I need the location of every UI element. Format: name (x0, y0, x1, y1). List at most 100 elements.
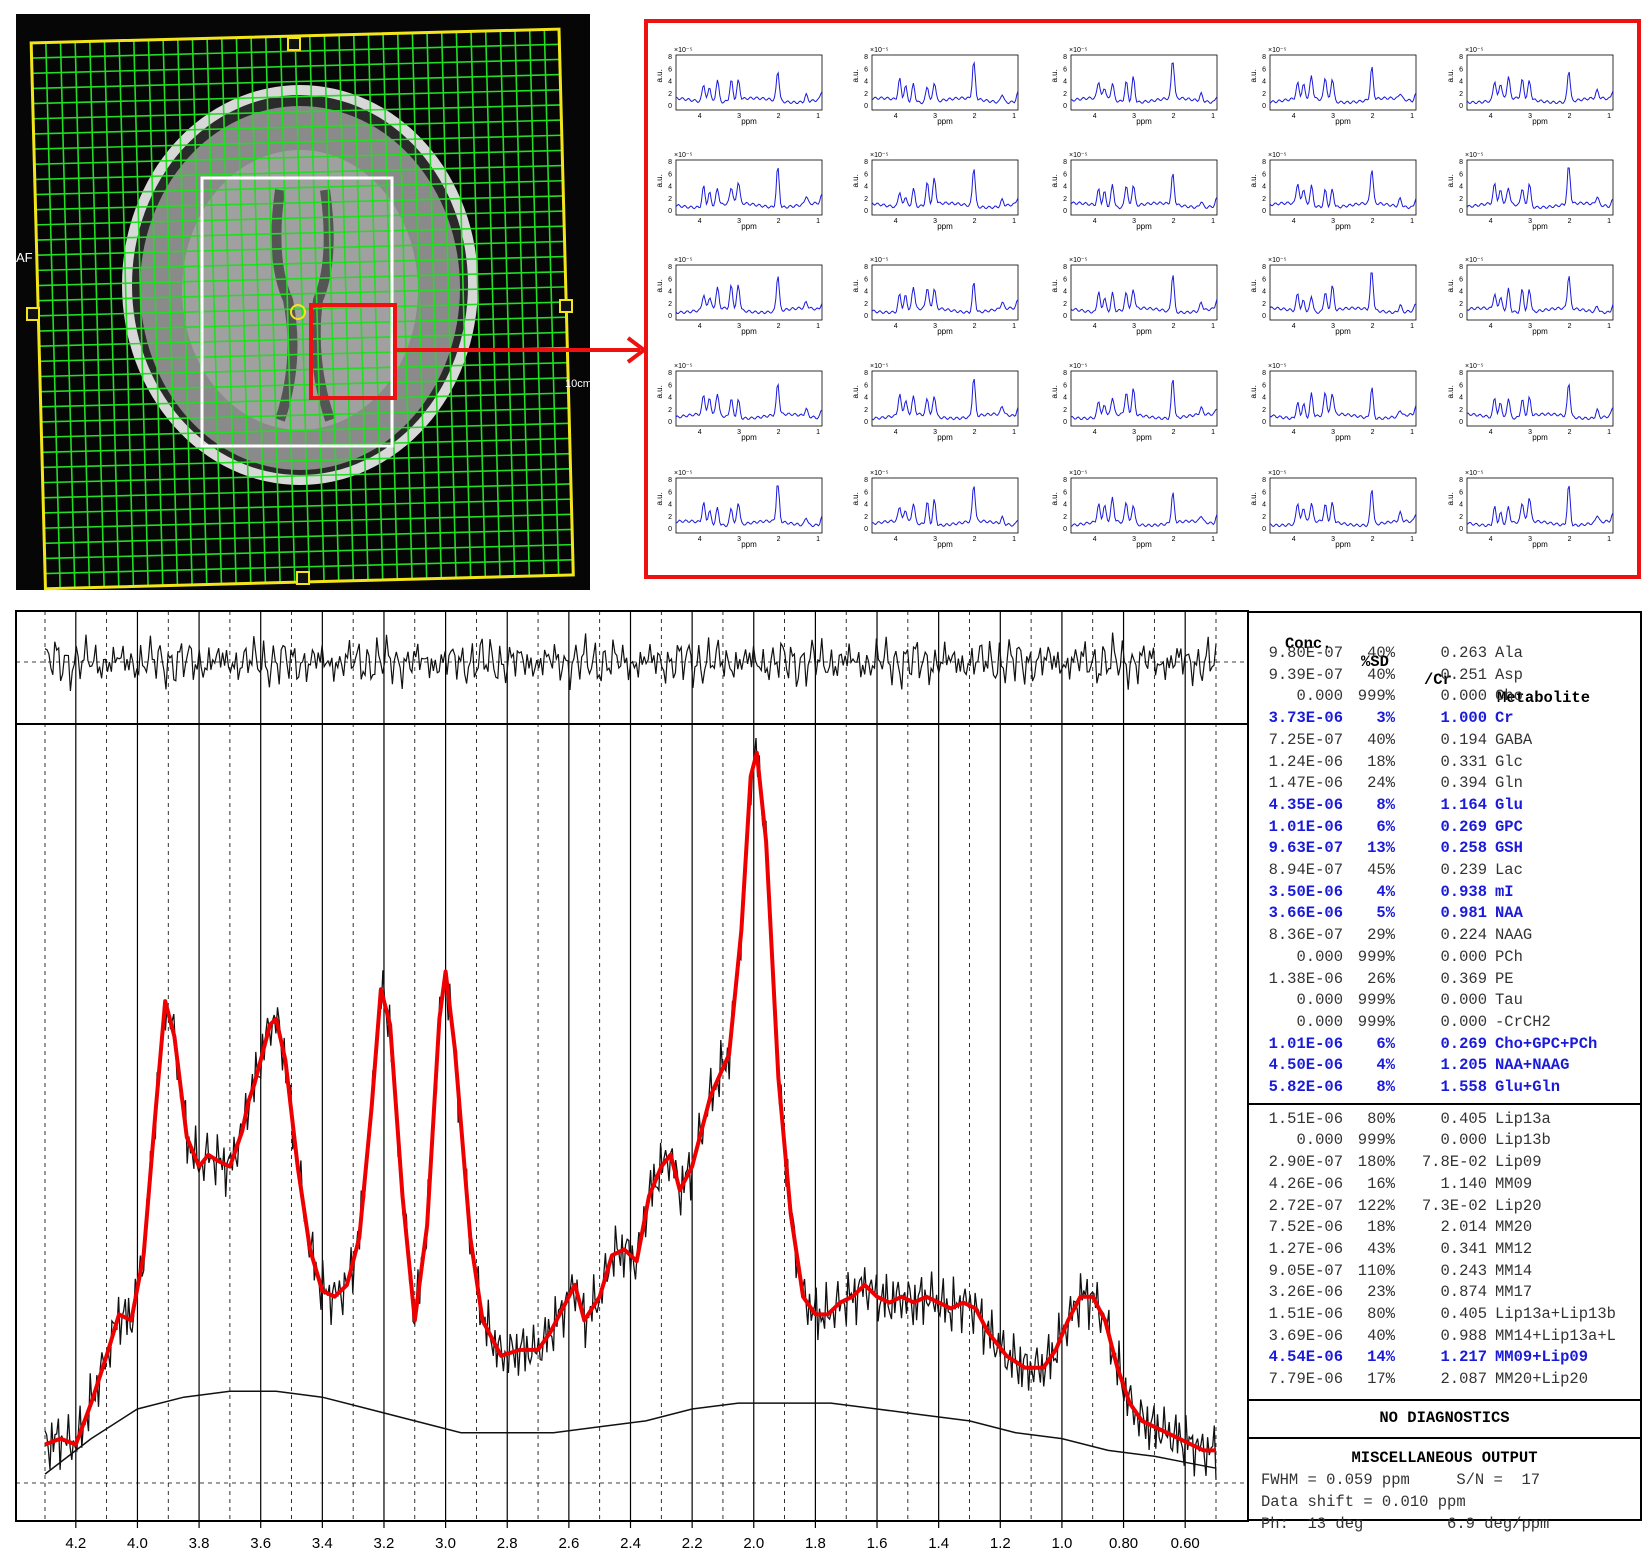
cell-sd: 4% (1376, 882, 1395, 901)
mini-ytick: 2 (1459, 514, 1463, 521)
mini-trace (1070, 62, 1218, 104)
grid-line-h (31, 28, 560, 44)
center-marker (290, 304, 306, 320)
mini-ytick: 6 (1063, 382, 1067, 389)
grid-line-v (543, 29, 560, 576)
grid-line-h (33, 104, 562, 120)
mini-axes (675, 54, 823, 111)
mini-ylabel: a.u. (851, 69, 860, 82)
mini-exponent: ×10⁻⁵ (1069, 257, 1088, 264)
mini-ytick: 0 (864, 526, 868, 533)
mini-xtick: 2 (1172, 113, 1176, 120)
mini-trace (675, 276, 823, 315)
x-tick-label: 2.2 (682, 1535, 703, 1552)
mini-ytick: 8 (1063, 159, 1067, 166)
mini-xtick: 1 (1410, 218, 1414, 225)
data-trace (44, 737, 1217, 1480)
mini-xtick: 2 (1568, 218, 1572, 225)
cell-name: PCh (1495, 947, 1523, 966)
cell-conc: 1.01E-06 (1268, 817, 1343, 836)
cell-cr: 0.000 (1440, 1131, 1487, 1150)
grid-line-h (40, 377, 569, 393)
cell-sd: 45% (1367, 861, 1395, 879)
mini-axes (871, 54, 1019, 111)
mini-ytick: 0 (1459, 313, 1463, 320)
mini-ytick: 2 (1262, 91, 1266, 98)
mini-xlabel: ppm (1335, 327, 1351, 336)
mini-ylabel: a.u. (1446, 385, 1455, 398)
mini-ytick: 6 (1063, 66, 1067, 73)
mini-xtick: 4 (1093, 218, 1097, 225)
mini-axes (1466, 264, 1614, 321)
cell-conc: 0.000 (1296, 687, 1343, 706)
mini-xtick: 2 (1172, 429, 1176, 436)
mini-ytick: 0 (1262, 103, 1266, 110)
mini-xtick: 3 (1528, 429, 1532, 436)
mini-ytick: 0 (864, 419, 868, 426)
grid-line-h (41, 437, 570, 454)
cell-cr: 0.000 (1440, 947, 1487, 966)
mini-exponent: ×10⁻⁵ (674, 152, 693, 159)
cell-sd: 999% (1357, 1012, 1395, 1031)
table-divider (1249, 1436, 1640, 1439)
mini-xlabel: ppm (741, 433, 757, 442)
cell-cr: 0.331 (1440, 752, 1487, 771)
mini-ytick: 2 (1063, 514, 1067, 521)
cell-name: MM14 (1495, 1261, 1533, 1280)
mini-xlabel: ppm (1136, 327, 1152, 336)
mini-xtick: 1 (1211, 218, 1215, 225)
mini-trace (675, 382, 823, 421)
cell-sd: 110% (1357, 1261, 1395, 1280)
mini-ytick: 8 (1262, 370, 1266, 377)
grid-handle (559, 299, 573, 313)
mini-spectrum: ppm a.u. ×10⁻⁵8 6 4 2 0 4 3 2 1 (1050, 257, 1218, 336)
mini-ytick: 8 (668, 159, 672, 166)
mini-ytick: 0 (668, 313, 672, 320)
mini-ylabel: a.u. (1249, 385, 1258, 398)
mini-ytick: 4 (864, 502, 868, 509)
cell-sd: 6% (1376, 1034, 1395, 1053)
mini-ytick: 8 (668, 264, 672, 271)
cell-conc: 3.73E-06 (1268, 709, 1343, 728)
mini-xtick: 4 (1093, 429, 1097, 436)
mini-ylabel: a.u. (655, 174, 664, 187)
grid-line-h (45, 558, 573, 575)
mini-xtick: 3 (737, 113, 741, 120)
mini-ytick: 6 (1459, 171, 1463, 178)
mini-ylabel: a.u. (1249, 174, 1258, 187)
mini-xlabel: ppm (1532, 117, 1548, 126)
cell-sd: 40% (1367, 644, 1395, 662)
cell-sd: 8% (1376, 1078, 1395, 1096)
cell-name: Glu (1495, 795, 1523, 814)
mini-xtick: 3 (737, 218, 741, 225)
mini-trace (1269, 387, 1417, 421)
cell-conc: 1.01E-06 (1268, 1034, 1343, 1053)
mini-xtick: 2 (973, 536, 977, 543)
mini-axes (1269, 159, 1417, 216)
x-tick-label: 1.2 (990, 1535, 1011, 1552)
cell-name: Lip20 (1495, 1196, 1542, 1215)
cell-name: MM20 (1495, 1218, 1533, 1237)
grid-line-h (42, 452, 571, 469)
mini-xtick: 2 (1371, 429, 1375, 436)
grid-line-v (470, 31, 487, 578)
mini-ytick: 0 (1063, 313, 1067, 320)
grid-line-h (34, 149, 563, 166)
x-tick-label: 1.0 (1051, 1535, 1072, 1552)
mini-ylabel: a.u. (1050, 385, 1059, 398)
x-tick-label: 1.6 (867, 1535, 888, 1552)
mini-ytick: 0 (1063, 103, 1067, 110)
mini-ytick: 2 (1262, 301, 1266, 308)
cell-conc: 0.000 (1296, 1131, 1343, 1150)
mini-ylabel: a.u. (1050, 174, 1059, 187)
mini-xtick: 1 (816, 429, 820, 436)
mini-trace (1466, 485, 1614, 528)
mini-ytick: 8 (864, 477, 868, 484)
cell-cr: 0.405 (1440, 1305, 1487, 1323)
grid-line-h (33, 119, 562, 135)
mini-xtick: 4 (698, 536, 702, 543)
mini-ytick: 6 (668, 382, 672, 389)
mini-ytick: 6 (1459, 66, 1463, 73)
mini-xlabel: ppm (1532, 540, 1548, 549)
grid-line-v (323, 35, 340, 582)
